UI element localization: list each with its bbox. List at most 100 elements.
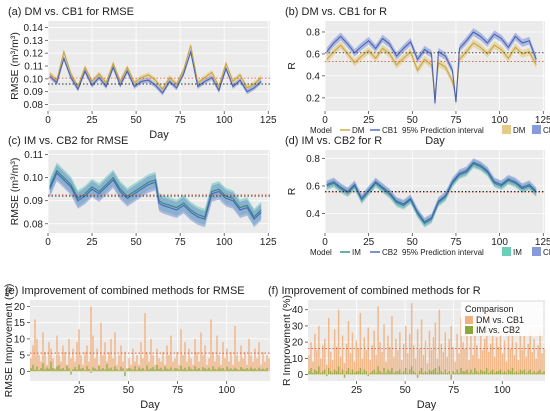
bar-dm-vs-cb1 [186,361,188,372]
bar-im-vs-cb2 [509,371,512,375]
bar-im-vs-cb2 [154,369,156,372]
bar-im-vs-cb2 [66,365,68,372]
bar-dm-vs-cb1 [172,361,174,372]
bar-dm-vs-cb1 [108,351,110,372]
bar-dm-vs-cb1 [236,355,238,372]
bar-dm-vs-cb1 [331,359,334,375]
bar-dm-vs-cb1 [515,342,518,375]
bar-im-vs-cb2 [521,371,524,375]
bar-dm-vs-cb1 [50,348,52,372]
bar-im-vs-cb2 [130,368,132,372]
bar-im-vs-cb2 [448,371,450,375]
bar-dm-vs-cb1 [184,342,186,372]
bar-dm-vs-cb1 [379,342,381,375]
bar-im-vs-cb2 [226,366,228,372]
bar-dm-vs-cb1 [48,342,50,372]
bar-dm-vs-cb1 [426,363,429,375]
bar-dm-vs-cb1 [327,317,330,375]
bar-dm-vs-cb1 [383,324,385,375]
panel-b: 0 25 50 75 100 125 0.2 0.4 0.6 0.8 (b) DM vs. CB1 … [285,6,550,147]
bar-dm-vs-cb1 [513,355,516,375]
bar-dm-vs-cb1 [310,342,312,375]
bar-dm-vs-cb1 [436,358,439,375]
bar-dm-vs-cb1 [320,358,322,375]
bar-im-vs-cb2 [186,369,188,372]
bar-im-vs-cb2 [442,372,445,375]
y-axis-label: RMSE (m³/m³) [9,32,21,100]
x-tick-label: 25 [363,115,375,126]
bar-im-vs-cb2 [434,368,437,375]
bar-im-vs-cb2 [375,372,377,375]
bar-dm-vs-cb1 [168,355,170,372]
y-tick-label: 0.8 [306,154,320,165]
y-tick-label: 0.11 [24,62,43,73]
bar-im-vs-cb2 [64,369,66,372]
bar-dm-vs-cb1 [128,358,130,372]
bar-im-vs-cb2 [232,369,234,372]
bar-dm-vs-cb1 [190,358,192,372]
bar-im-vs-cb2 [138,367,140,372]
bar-dm-vs-cb1 [420,319,423,375]
bar-im-vs-cb2 [499,369,502,375]
bar-dm-vs-cb1 [150,338,152,372]
x-tick-label: 50 [407,237,419,248]
bar-im-vs-cb2 [196,369,198,372]
bar-dm-vs-cb1 [397,350,399,375]
bar-dm-vs-cb1 [480,330,482,375]
bar-dm-vs-cb1 [511,321,514,375]
bar-dm-vs-cb1 [188,348,190,372]
bar-dm-vs-cb1 [70,358,72,372]
bar-im-vs-cb2 [38,369,40,372]
bar-im-vs-cb2 [513,372,516,375]
plot-area [48,162,270,228]
bar-dm-vs-cb1 [385,361,387,375]
bar-im-vs-cb2 [329,371,332,375]
bar-im-vs-cb2 [224,370,226,372]
bar-dm-vs-cb1 [56,335,58,372]
bar-im-vs-cb2 [511,368,514,375]
legend-swatch-band [502,247,511,256]
bar-im-vs-cb2 [416,374,419,378]
bar-im-vs-cb2 [310,368,312,375]
x-tick-label: 50 [400,385,412,396]
legend-label: CB1 [382,126,398,135]
bar-dm-vs-cb1 [230,351,232,372]
bar-dm-vs-cb1 [60,361,62,372]
band-cb2 [49,164,262,228]
bar-dm-vs-cb1 [38,355,40,372]
bar-dm-vs-cb1 [403,343,405,375]
bar-dm-vs-cb1 [102,355,104,372]
bar-dm-vs-cb1 [529,332,531,375]
bar-dm-vs-cb1 [343,363,346,375]
bar-dm-vs-cb1 [539,330,541,375]
bar-dm-vs-cb1 [110,338,112,372]
x-axis-label: Day [140,399,160,411]
bar-im-vs-cb2 [214,369,216,372]
bar-dm-vs-cb1 [72,348,74,372]
plot-area [325,28,545,108]
bar-im-vs-cb2 [216,369,218,372]
bar-im-vs-cb2 [424,371,427,375]
bar-im-vs-cb2 [476,371,478,375]
series-line-cb1 [49,49,262,94]
chart-title: (d) IM vs. CB2 for R [285,135,382,147]
bar-im-vs-cb2 [160,367,162,372]
bar-im-vs-cb2 [444,369,447,375]
bar-im-vs-cb2 [472,372,474,375]
bar-im-vs-cb2 [198,368,200,372]
bar-im-vs-cb2 [188,366,190,372]
bar-dm-vs-cb1 [406,353,409,375]
bar-dm-vs-cb1 [373,330,375,375]
bar-dm-vs-cb1 [369,359,371,375]
bar-im-vs-cb2 [367,374,369,377]
bar-dm-vs-cb1 [405,325,407,375]
bar-im-vs-cb2 [333,369,336,375]
bar-im-vs-cb2 [122,368,124,372]
bar-dm-vs-cb1 [242,358,244,372]
y-tick-label: 0.8 [306,27,320,38]
legend-swatch-band [502,125,511,134]
bar-dm-vs-cb1 [88,361,90,372]
bar-im-vs-cb2 [403,371,405,375]
